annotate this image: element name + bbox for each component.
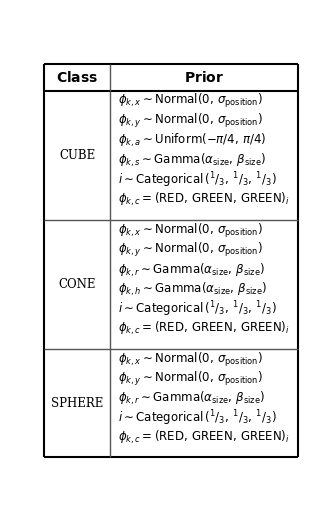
Text: $i \sim \mathrm{Categorical}\,(^{1}/_{3},\, ^{1}/_{3},\, ^{1}/_{3})$: $i \sim \mathrm{Categorical}\,(^{1}/_{3}… — [118, 299, 276, 319]
Text: $\phi_{k,x} \sim \mathrm{Normal}(0,\, \sigma_{\mathrm{position}})$: $\phi_{k,x} \sim \mathrm{Normal}(0,\, \s… — [118, 222, 263, 240]
Text: $\mathbf{Prior}$: $\mathbf{Prior}$ — [184, 70, 224, 85]
Text: $\phi_{k,c} = (\mathrm{RED,\, GREEN,\, GREEN})_i$: $\phi_{k,c} = (\mathrm{RED,\, GREEN,\, G… — [118, 428, 290, 446]
Text: $i \sim \mathrm{Categorical}\,(^{1}/_{3},\, ^{1}/_{3},\, ^{1}/_{3})$: $i \sim \mathrm{Categorical}\,(^{1}/_{3}… — [118, 170, 276, 189]
Text: SPHERE: SPHERE — [51, 397, 103, 410]
Text: $\phi_{k,x} \sim \mathrm{Normal}(0,\, \sigma_{\mathrm{position}})$: $\phi_{k,x} \sim \mathrm{Normal}(0,\, \s… — [118, 92, 263, 110]
Text: $\phi_{k,y} \sim \mathrm{Normal}(0,\, \sigma_{\mathrm{position}})$: $\phi_{k,y} \sim \mathrm{Normal}(0,\, \s… — [118, 241, 263, 260]
Text: $\phi_{k,h} \sim \mathrm{Gamma}(\alpha_{\mathrm{size}},\, \beta_{\mathrm{size}}): $\phi_{k,h} \sim \mathrm{Gamma}(\alpha_{… — [118, 281, 267, 298]
Text: CUBE: CUBE — [59, 149, 95, 162]
Text: $\phi_{k,s} \sim \mathrm{Gamma}(\alpha_{\mathrm{size}},\, \beta_{\mathrm{size}}): $\phi_{k,s} \sim \mathrm{Gamma}(\alpha_{… — [118, 152, 266, 169]
Text: $\phi_{k,y} \sim \mathrm{Normal}(0,\, \sigma_{\mathrm{position}})$: $\phi_{k,y} \sim \mathrm{Normal}(0,\, \s… — [118, 370, 263, 388]
Text: $\phi_{k,c} = (\mathrm{RED,\, GREEN,\, GREEN})_i$: $\phi_{k,c} = (\mathrm{RED,\, GREEN,\, G… — [118, 320, 290, 337]
Text: $\phi_{k,x} \sim \mathrm{Normal}(0,\, \sigma_{\mathrm{position}})$: $\phi_{k,x} \sim \mathrm{Normal}(0,\, \s… — [118, 351, 263, 369]
Text: CONE: CONE — [58, 278, 96, 291]
Text: $i \sim \mathrm{Categorical}\,(^{1}/_{3},\, ^{1}/_{3},\, ^{1}/_{3})$: $i \sim \mathrm{Categorical}\,(^{1}/_{3}… — [118, 408, 276, 428]
Text: $\phi_{k,c} = (\mathrm{RED,\, GREEN,\, GREEN})_i$: $\phi_{k,c} = (\mathrm{RED,\, GREEN,\, G… — [118, 191, 290, 208]
Text: $\phi_{k,r} \sim \mathrm{Gamma}(\alpha_{\mathrm{size}},\, \beta_{\mathrm{size}}): $\phi_{k,r} \sim \mathrm{Gamma}(\alpha_{… — [118, 262, 265, 279]
Text: $\phi_{k,r} \sim \mathrm{Gamma}(\alpha_{\mathrm{size}},\, \beta_{\mathrm{size}}): $\phi_{k,r} \sim \mathrm{Gamma}(\alpha_{… — [118, 390, 265, 407]
Text: $\mathbf{Class}$: $\mathbf{Class}$ — [56, 70, 98, 85]
Text: $\phi_{k,a} \sim \mathrm{Uniform}({-}\pi/4,\, \pi/4)$: $\phi_{k,a} \sim \mathrm{Uniform}({-}\pi… — [118, 132, 266, 149]
Text: $\phi_{k,y} \sim \mathrm{Normal}(0,\, \sigma_{\mathrm{position}})$: $\phi_{k,y} \sim \mathrm{Normal}(0,\, \s… — [118, 112, 263, 130]
